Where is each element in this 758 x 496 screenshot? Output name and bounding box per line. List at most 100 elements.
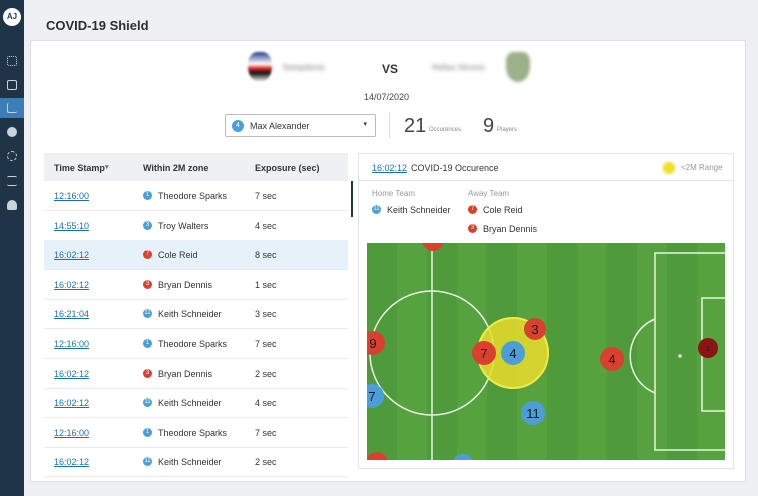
table-row[interactable]: 12:16:00 1 Theodore Sparks 7 sec (44, 181, 348, 211)
nav-icon[interactable] (7, 176, 17, 186)
timestamp[interactable]: 16:02:12 (54, 457, 90, 468)
nav-icon[interactable] (7, 151, 17, 161)
nav-icon[interactable] (7, 127, 17, 137)
timestamp[interactable]: 16:02:12 (54, 368, 90, 379)
player-partial (422, 243, 444, 251)
nav-icon[interactable] (7, 80, 17, 90)
away-label: Away Team (468, 189, 510, 198)
nav-icon[interactable] (7, 200, 17, 210)
player-name: Theodore Sparks (158, 339, 228, 349)
players: 9 (483, 115, 495, 137)
nav-active[interactable] (0, 98, 24, 118)
player-partial (453, 454, 473, 460)
timestamp[interactable]: 12:16:00 (54, 339, 90, 349)
timestamp[interactable]: 16:02:12 (54, 398, 90, 409)
scrollbar[interactable] (351, 181, 353, 217)
player-dropdown[interactable]: 4 Max Alexander ▾ (225, 114, 376, 137)
timestamp[interactable]: 16:02:12 (54, 250, 90, 261)
match-date: 14/07/2020 (364, 92, 410, 102)
timestamp[interactable]: 14:55:10 (54, 220, 90, 231)
occurrences-label: Occurences (429, 127, 462, 133)
player-marker[interactable] (472, 341, 496, 365)
player-name: Keith Schneider (158, 398, 222, 409)
player-name: Cole Reid (158, 250, 198, 261)
player-partial (367, 452, 388, 460)
table-row[interactable]: 14:55:10 3 Troy Walters 4 sec (44, 211, 348, 241)
detail-time[interactable]: 16:02:12 (372, 163, 408, 173)
table-row[interactable]: 16:02:12 11 Keith Schneider 2 sec (44, 447, 348, 478)
player-number: 7 (368, 389, 375, 404)
player-name: Theodore Sparks (158, 191, 228, 201)
player-marker[interactable] (524, 318, 546, 340)
range-swatch (662, 161, 676, 175)
exposure: 4 sec (255, 398, 277, 409)
sort-caret[interactable]: ▾ (105, 164, 109, 171)
col-header: Within 2M zone (143, 163, 209, 173)
exposure: 7 sec (255, 427, 277, 438)
home-team: Sampdoria (283, 63, 325, 72)
player-badge: 3 (468, 224, 477, 233)
player-number: 3 (531, 322, 538, 337)
away-logo (506, 52, 530, 82)
home-logo (248, 52, 272, 82)
table-row[interactable]: 16:02:12 11 Keith Schneider 4 sec (44, 388, 348, 419)
player-name: Cole Reid (483, 205, 523, 215)
timestamp[interactable]: 12:16:00 (54, 427, 90, 438)
timestamp[interactable]: 16:21:04 (54, 309, 90, 320)
player-name: Keith Schneider (158, 457, 222, 468)
col-header: Exposure (sec) (255, 163, 320, 173)
player-name: Troy Walters (158, 220, 209, 231)
player-badge: 1 (143, 191, 152, 200)
player-marker[interactable] (501, 341, 525, 365)
player-number: 7 (480, 346, 487, 361)
timestamp[interactable]: 16:02:12 (54, 279, 90, 290)
table-row[interactable]: 12:16:00 1 Theodore Sparks 7 sec (44, 329, 348, 359)
table-row[interactable]: 12:16:00 1 Theodore Sparks 7 sec (44, 418, 348, 448)
player-name: Keith Schneider (158, 309, 222, 320)
exposure: 4 sec (255, 220, 277, 231)
player-marker[interactable] (698, 338, 718, 358)
exposure: 1 sec (255, 279, 277, 290)
detail-panel (358, 153, 734, 469)
player-number: 4 (509, 346, 516, 361)
avatar[interactable]: AJ (3, 8, 21, 26)
nav-icon[interactable] (7, 103, 17, 113)
player-badge: 3 (143, 279, 152, 289)
home-label: Home Team (372, 189, 415, 198)
table-header: Time Stamp ▾ Within 2M zone Exposure (sec… (44, 153, 348, 181)
exposure: 7 sec (255, 191, 277, 201)
divider (389, 113, 390, 139)
player-number: 9 (369, 336, 376, 351)
exposure: 8 sec (255, 250, 277, 261)
player-number: 11 (526, 406, 540, 421)
caret: ▾ (363, 121, 367, 128)
page-title: COVID-19 Shield (46, 18, 149, 33)
nav-icon[interactable] (7, 56, 17, 66)
player-marker[interactable] (367, 384, 384, 408)
player-name: Keith Schneider (387, 205, 451, 215)
player-number: 4 (608, 352, 615, 367)
timestamp[interactable]: 12:16:00 (54, 191, 90, 201)
exposure: 2 sec (255, 457, 277, 468)
player-marker[interactable] (521, 401, 545, 425)
sidebar: AJ (0, 0, 24, 496)
player-badge: 7 (143, 250, 152, 260)
player-marker[interactable] (600, 347, 624, 371)
player-marker[interactable] (367, 331, 385, 355)
range-label: <2M Range (681, 163, 723, 172)
player-badge: 1 (143, 339, 152, 348)
table-row[interactable]: 16:02:12 7 Cole Reid 8 sec (44, 240, 348, 271)
player-name: Bryan Dennis (158, 368, 213, 379)
table-row[interactable]: 16:02:12 3 Bryan Dennis 2 sec (44, 359, 348, 389)
table-row[interactable]: 16:02:12 3 Bryan Dennis 1 sec (44, 270, 348, 300)
table-row[interactable]: 16:21:04 11 Keith Schneider 3 sec (44, 299, 348, 330)
player-name: Theodore Sparks (158, 427, 228, 438)
player-badge: 11 (143, 457, 152, 467)
col-header[interactable]: Time Stamp (54, 163, 105, 173)
exposure: 2 sec (255, 368, 277, 379)
player-name: Bryan Dennis (158, 279, 213, 290)
player-badge: 7 (468, 205, 477, 214)
player-name: Max Alexander (250, 121, 310, 131)
